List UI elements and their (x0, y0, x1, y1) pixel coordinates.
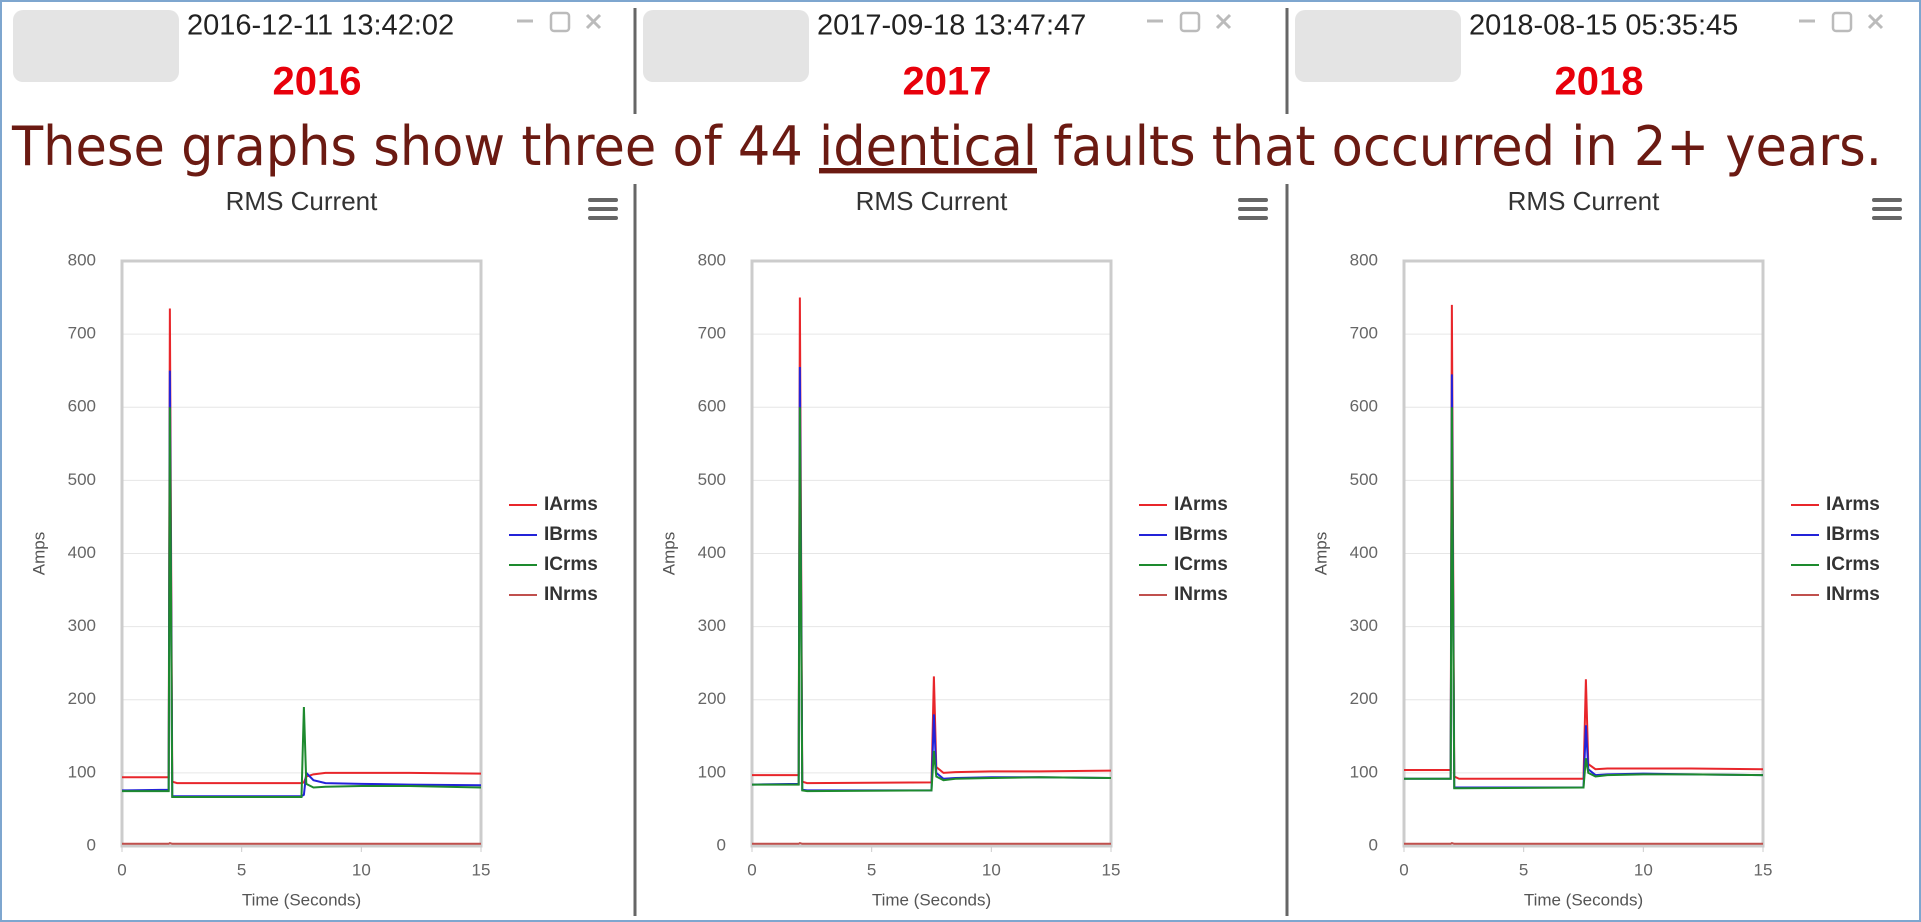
legend-label[interactable]: ICrms (1174, 554, 1228, 575)
series-line (122, 843, 481, 844)
y-tick-label: 200 (68, 689, 96, 708)
window-timestamp: 2018-08-15 05:35:45 (1469, 10, 1738, 42)
window-year: 2017 (903, 60, 992, 104)
x-tick-label: 5 (1519, 860, 1528, 879)
y-tick-label: 800 (698, 250, 726, 269)
window-year: 2016 (273, 60, 362, 104)
blurred-icon (1295, 10, 1461, 82)
caption: These graphs show three of 44 identical … (11, 115, 1882, 178)
series-line (1404, 843, 1763, 844)
y-tick-label: 100 (698, 762, 726, 781)
chart-title: RMS Current (226, 186, 378, 216)
legend-label[interactable]: ICrms (544, 554, 598, 575)
y-axis-title: Amps (29, 532, 48, 575)
legend-label[interactable]: INrms (1174, 584, 1228, 605)
window-year: 2018 (1555, 60, 1644, 104)
y-tick-label: 300 (68, 616, 96, 635)
y-tick-label: 700 (1350, 324, 1378, 343)
x-tick-label: 10 (352, 860, 371, 879)
x-axis-title: Time (Seconds) (1524, 890, 1643, 909)
y-tick-label: 500 (1350, 470, 1378, 489)
legend-label[interactable]: INrms (544, 584, 598, 605)
y-tick-label: 400 (1350, 543, 1378, 562)
y-tick-label: 0 (717, 835, 726, 854)
y-axis-title: Amps (659, 532, 678, 575)
y-tick-label: 600 (698, 397, 726, 416)
y-tick-label: 100 (68, 762, 96, 781)
y-tick-label: 400 (698, 543, 726, 562)
y-tick-label: 500 (68, 470, 96, 489)
caption-before: These graphs show three of 44 (11, 115, 803, 178)
y-tick-label: 300 (698, 616, 726, 635)
legend-label[interactable]: IArms (1174, 494, 1228, 515)
x-tick-label: 0 (1399, 860, 1408, 879)
x-tick-label: 15 (1102, 860, 1121, 879)
chart-title: RMS Current (856, 186, 1008, 216)
x-tick-label: 0 (117, 860, 126, 879)
x-tick-label: 5 (237, 860, 246, 879)
legend-label[interactable]: IBrms (1174, 524, 1228, 545)
blurred-icon (13, 10, 179, 82)
legend-label[interactable]: IArms (1826, 494, 1880, 515)
y-tick-label: 500 (698, 470, 726, 489)
legend-label[interactable]: IArms (544, 494, 598, 515)
y-tick-label: 800 (1350, 250, 1378, 269)
y-tick-label: 400 (68, 543, 96, 562)
y-tick-label: 200 (698, 689, 726, 708)
y-axis-title: Amps (1311, 532, 1330, 575)
y-tick-label: 600 (1350, 397, 1378, 416)
x-tick-label: 15 (472, 860, 491, 879)
window-timestamp: 2017-09-18 13:47:47 (817, 10, 1086, 42)
x-tick-label: 0 (747, 860, 756, 879)
x-axis-title: Time (Seconds) (872, 890, 991, 909)
y-tick-label: 100 (1350, 762, 1378, 781)
x-tick-label: 10 (1634, 860, 1653, 879)
legend-label[interactable]: ICrms (1826, 554, 1880, 575)
y-tick-label: 200 (1350, 689, 1378, 708)
x-tick-label: 5 (867, 860, 876, 879)
chart-title: RMS Current (1508, 186, 1660, 216)
caption-underlined: identical (819, 115, 1037, 178)
legend-label[interactable]: IBrms (1826, 524, 1880, 545)
series-line (752, 843, 1111, 844)
y-tick-label: 0 (1369, 835, 1378, 854)
legend-label[interactable]: IBrms (544, 524, 598, 545)
y-tick-label: 300 (1350, 616, 1378, 635)
screenshot: 2016-12-11 13:42:02 2016 2017-09-18 13:47:… (0, 0, 1921, 922)
y-tick-label: 600 (68, 397, 96, 416)
legend-label[interactable]: INrms (1826, 584, 1880, 605)
y-tick-label: 700 (68, 324, 96, 343)
blurred-icon (643, 10, 809, 82)
y-tick-label: 0 (87, 835, 96, 854)
x-axis-title: Time (Seconds) (242, 890, 361, 909)
window-timestamp: 2016-12-11 13:42:02 (187, 10, 454, 42)
y-tick-label: 800 (68, 250, 96, 269)
x-tick-label: 15 (1754, 860, 1773, 879)
x-tick-label: 10 (982, 860, 1001, 879)
y-tick-label: 700 (698, 324, 726, 343)
caption-after: faults that occurred in 2+ years. (1053, 115, 1882, 178)
